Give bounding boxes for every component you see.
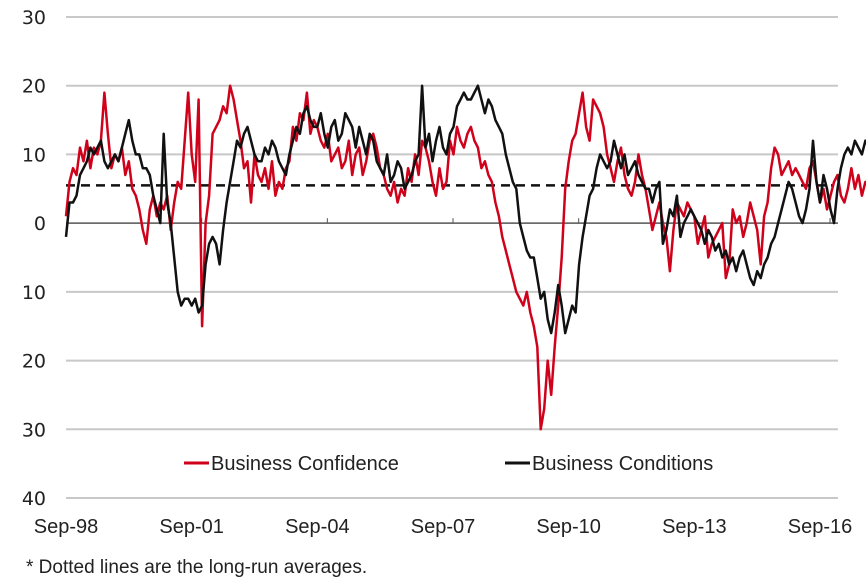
x-tick-label: Sep-13 — [662, 516, 727, 538]
y-tick-label: 40 — [22, 488, 46, 510]
legend: Business Confidence Business Conditions — [184, 453, 713, 475]
y-tick-label: 10 — [22, 144, 46, 166]
gridlines — [66, 16, 838, 499]
footnote: * Dotted lines are the long-run averages… — [26, 557, 367, 578]
x-tick-label: Sep-98 — [34, 516, 99, 538]
y-tick-label: 10 — [22, 282, 46, 304]
series-line-business-conditions — [64, 84, 866, 335]
series-layer — [64, 84, 866, 431]
x-tick-label: Sep-07 — [411, 516, 476, 538]
y-axis-tick-labels: 30 20 10 0 10 20 30 40 — [22, 7, 46, 510]
y-tick-label: 30 — [22, 419, 46, 441]
series-line-business-confidence — [64, 84, 866, 431]
legend-label-business-confidence: Business Confidence — [211, 453, 399, 475]
y-tick-label: 20 — [22, 351, 46, 373]
x-tick-label: Sep-01 — [159, 516, 224, 538]
y-tick-label: 20 — [22, 76, 46, 98]
x-tick-label: Sep-16 — [788, 516, 853, 538]
x-axis-tick-labels: Sep-98 Sep-01 Sep-04 Sep-07 Sep-10 Sep-13 Sep-… — [34, 516, 853, 538]
legend-label-business-conditions: Business Conditions — [532, 453, 713, 475]
x-tick-label: Sep-10 — [536, 516, 601, 538]
y-tick-label: 0 — [34, 213, 46, 235]
y-tick-label: 30 — [22, 7, 46, 29]
x-tick-label: Sep-04 — [285, 516, 350, 538]
